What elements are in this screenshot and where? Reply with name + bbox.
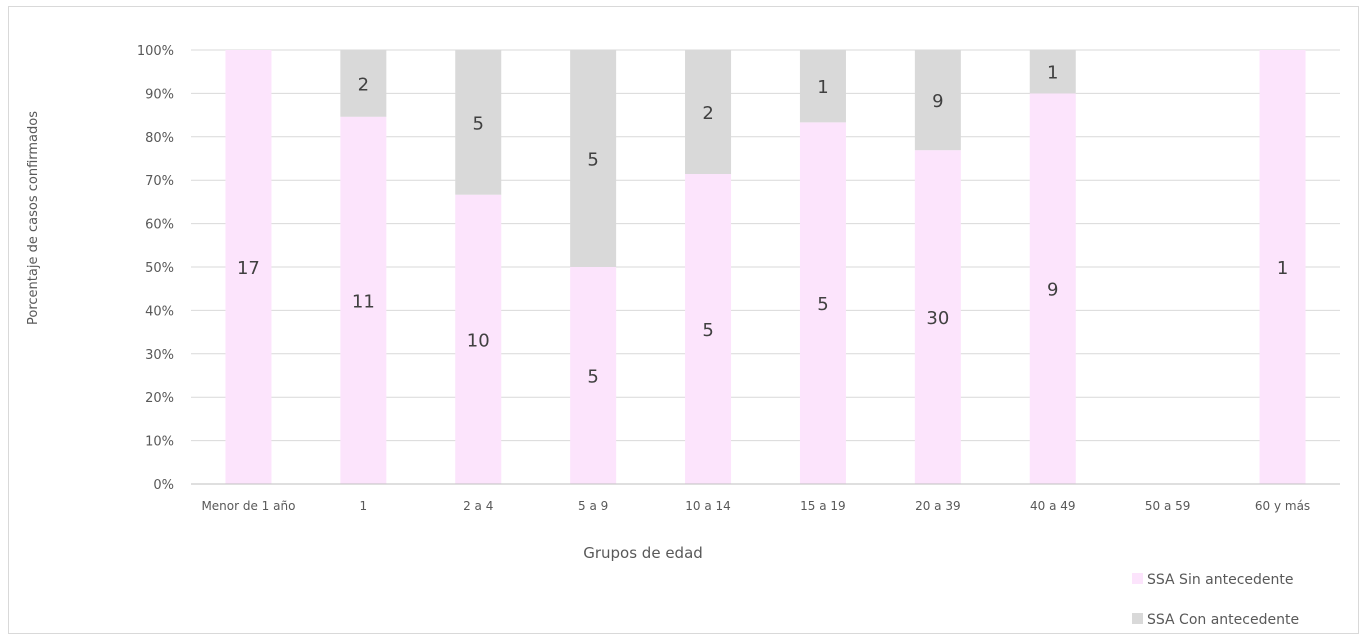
- y-tick-label: 100%: [137, 44, 174, 59]
- bar-segment: [570, 267, 617, 484]
- axes: 0% 10% 20% 30% 40% 50% 60% 70% 80% 90% 100% Menor d…: [137, 44, 1340, 513]
- data-label: 2: [358, 74, 369, 95]
- x-tick-label: 40 a 49: [1030, 499, 1076, 513]
- bar-segment: [455, 194, 502, 484]
- data-label: 1: [1047, 63, 1058, 84]
- bar-segment: [799, 122, 846, 484]
- legend-swatch: [1132, 573, 1143, 584]
- data-label: 1: [1277, 258, 1288, 279]
- legend-label: SSA Sin antecedente: [1147, 572, 1294, 588]
- y-tick-label: 20%: [145, 391, 174, 406]
- data-label: 30: [926, 308, 949, 329]
- y-tick-label: 50%: [145, 261, 174, 276]
- bar-segment: [914, 50, 961, 151]
- data-label: 5: [587, 367, 598, 388]
- bar-segment: [914, 150, 961, 484]
- bars: [225, 50, 1306, 485]
- bar-segment: [1029, 93, 1076, 485]
- x-tick-label: 2 a 4: [463, 499, 493, 513]
- legend-swatch: [1132, 613, 1143, 624]
- bar-segment: [340, 50, 387, 117]
- y-tick-label: 40%: [145, 304, 174, 319]
- bar-segment: [685, 50, 732, 174]
- y-tick-label: 90%: [145, 87, 174, 102]
- x-tick-label: 60 y más: [1255, 499, 1310, 513]
- x-tick-label: 15 a 19: [800, 499, 846, 513]
- x-tick-label: 1: [360, 499, 368, 513]
- y-tick-label: 30%: [145, 348, 174, 363]
- data-label: 5: [702, 320, 713, 341]
- x-tick-label: 20 a 39: [915, 499, 961, 513]
- bar-segment: [1029, 50, 1076, 94]
- bar-segment: [1259, 50, 1306, 484]
- data-label: 5: [587, 150, 598, 171]
- x-tick-label: 5 a 9: [578, 499, 608, 513]
- y-tick-label: 70%: [145, 174, 174, 189]
- data-label: 10: [467, 330, 490, 351]
- y-tick-label: 0%: [153, 478, 174, 493]
- x-tick-label: 50 a 59: [1145, 499, 1191, 513]
- x-tick-label: Menor de 1 año: [201, 499, 295, 513]
- y-axis-title: Porcentaje de casos confirmados: [26, 111, 41, 325]
- bar-segment: [799, 50, 846, 123]
- data-label: 17: [237, 258, 260, 279]
- data-label: 5: [817, 294, 828, 315]
- data-label: 9: [1047, 280, 1058, 301]
- y-tick-label: 60%: [145, 218, 174, 233]
- bar-segment: [340, 116, 387, 485]
- data-label: 2: [702, 103, 713, 124]
- bar-segment: [225, 50, 272, 484]
- data-label: 9: [932, 91, 943, 112]
- x-tick-label: 10 a 14: [685, 499, 731, 513]
- legend-label: SSA Con antecedente: [1147, 612, 1299, 628]
- legend: SSA Sin antecedente SSA Con antecedente: [1132, 572, 1299, 628]
- bar-segment: [455, 50, 502, 195]
- data-label: 1: [817, 77, 828, 98]
- bar-segment: [570, 50, 617, 267]
- y-tick-label: 10%: [145, 435, 174, 450]
- y-tick-label: 80%: [145, 131, 174, 146]
- bar-segment: [685, 174, 732, 484]
- data-label: 5: [473, 113, 484, 134]
- data-label: 11: [352, 291, 375, 312]
- x-axis-title: Grupos de edad: [583, 544, 703, 562]
